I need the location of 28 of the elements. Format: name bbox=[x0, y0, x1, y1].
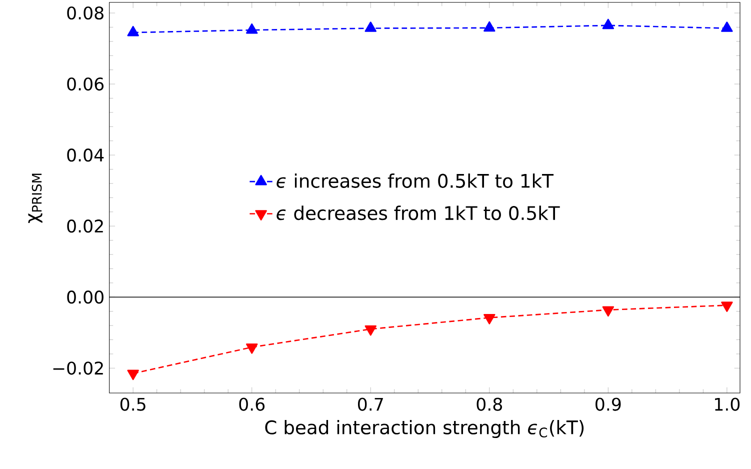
legend-label: ϵ decreases from 1kT to 0.5kT bbox=[276, 206, 560, 220]
point bbox=[364, 325, 376, 336]
point bbox=[364, 22, 376, 32]
x-tick-label: 0.9 bbox=[596, 398, 621, 411]
y-tick-label: 0.00 bbox=[67, 290, 104, 304]
point bbox=[127, 26, 139, 36]
x-tick-label: 0.8 bbox=[476, 398, 502, 411]
x-tick-label: 1.0 bbox=[715, 398, 740, 411]
point bbox=[602, 306, 614, 317]
x-axis-title: C bead interaction strength ϵ$_{C}$(kT) bbox=[265, 420, 584, 438]
point bbox=[246, 344, 258, 354]
x-tick-label: 0.7 bbox=[358, 398, 383, 411]
y-tick-label: 0.02 bbox=[67, 220, 103, 233]
y-tick-label: 0.04 bbox=[67, 148, 104, 162]
point bbox=[721, 302, 733, 312]
point bbox=[602, 18, 614, 30]
legend-label: ϵ increases from 0.5kT to 1kT bbox=[276, 173, 554, 188]
y-tick-label: 0.08 bbox=[67, 6, 104, 20]
point bbox=[127, 370, 139, 380]
y-tick-label: −0.02 bbox=[53, 362, 103, 375]
point bbox=[246, 23, 258, 34]
x-tick-label: 0.6 bbox=[239, 398, 265, 411]
point bbox=[721, 22, 733, 32]
x-tick-label: 0.5 bbox=[120, 398, 146, 411]
y-axis-title: χ$_{PRISM}$ bbox=[28, 174, 42, 224]
point bbox=[484, 314, 496, 324]
point bbox=[484, 21, 496, 32]
y-tick-label: 0.06 bbox=[67, 77, 104, 91]
